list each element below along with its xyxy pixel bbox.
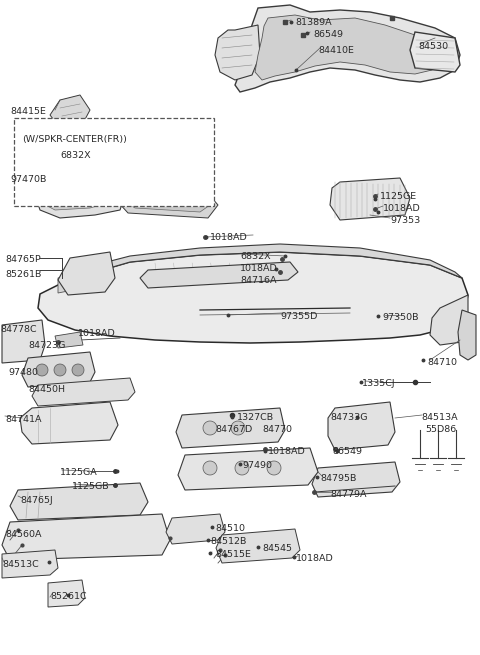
Text: 84741A: 84741A (5, 415, 41, 424)
Circle shape (231, 421, 245, 435)
Polygon shape (58, 275, 73, 293)
Polygon shape (312, 462, 400, 497)
Polygon shape (75, 168, 115, 178)
Polygon shape (38, 252, 468, 343)
Polygon shape (430, 295, 468, 345)
Polygon shape (126, 192, 210, 212)
Polygon shape (255, 15, 440, 80)
Polygon shape (118, 185, 218, 218)
Text: 84779A: 84779A (330, 490, 367, 499)
Text: 84530: 84530 (418, 42, 448, 51)
Text: 84716A: 84716A (240, 276, 276, 285)
Circle shape (72, 364, 84, 376)
Polygon shape (235, 5, 460, 92)
Circle shape (203, 421, 217, 435)
Text: 1125GE: 1125GE (380, 192, 417, 201)
Text: 84415E: 84415E (10, 107, 46, 116)
Circle shape (235, 461, 249, 475)
Text: (W/SPKR-CENTER(FR)): (W/SPKR-CENTER(FR)) (22, 135, 127, 144)
Text: 85261B: 85261B (5, 270, 41, 279)
Polygon shape (330, 178, 410, 220)
Polygon shape (215, 25, 260, 80)
Polygon shape (80, 161, 110, 168)
Polygon shape (50, 95, 90, 128)
Polygon shape (2, 320, 45, 363)
Text: 1018AD: 1018AD (268, 447, 306, 456)
Text: 84513A: 84513A (421, 413, 457, 422)
Polygon shape (176, 408, 285, 448)
Text: 84450H: 84450H (28, 385, 65, 394)
Text: 6832X: 6832X (60, 151, 91, 160)
Text: 84765P: 84765P (5, 255, 41, 264)
Circle shape (54, 364, 66, 376)
Polygon shape (2, 514, 170, 560)
Polygon shape (140, 262, 298, 288)
Text: 84545: 84545 (262, 544, 292, 553)
Text: 84510: 84510 (215, 524, 245, 533)
Text: 85261C: 85261C (50, 592, 86, 601)
Circle shape (203, 461, 217, 475)
Text: 86549: 86549 (313, 30, 343, 39)
Text: 6832X: 6832X (240, 252, 271, 261)
Text: 84410E: 84410E (318, 46, 354, 55)
Text: 55D86: 55D86 (425, 425, 456, 434)
Polygon shape (35, 172, 125, 218)
Polygon shape (58, 252, 115, 295)
Polygon shape (10, 483, 148, 520)
Bar (14, 118, 214, 206)
Text: 84733G: 84733G (330, 413, 368, 422)
Text: 1018AD: 1018AD (210, 233, 248, 242)
Text: 84513C: 84513C (2, 560, 39, 569)
Text: 97490: 97490 (242, 461, 272, 470)
Text: 97350B: 97350B (382, 313, 419, 322)
Polygon shape (22, 352, 95, 387)
Text: 84778C: 84778C (0, 325, 36, 334)
Polygon shape (72, 258, 108, 278)
Text: 84560A: 84560A (5, 530, 41, 539)
Polygon shape (55, 332, 83, 348)
Text: 1018AD: 1018AD (383, 204, 421, 213)
Polygon shape (178, 448, 318, 490)
Text: 84765J: 84765J (20, 496, 53, 505)
Text: 1125GA: 1125GA (60, 468, 98, 477)
Polygon shape (48, 580, 85, 607)
Text: 97353: 97353 (390, 216, 420, 225)
Text: 84723G: 84723G (28, 341, 65, 350)
Text: 97470B: 97470B (10, 175, 47, 184)
Text: 1018AD: 1018AD (240, 264, 278, 273)
Text: 84512B: 84512B (210, 537, 246, 546)
Circle shape (267, 461, 281, 475)
Polygon shape (68, 244, 462, 280)
Polygon shape (166, 514, 225, 544)
Polygon shape (20, 402, 118, 444)
Text: 84515E: 84515E (215, 550, 251, 559)
Circle shape (36, 364, 48, 376)
Text: 84767D: 84767D (215, 425, 252, 434)
Text: 81389A: 81389A (295, 18, 332, 27)
Text: 1335CJ: 1335CJ (362, 379, 396, 388)
Text: 84770: 84770 (262, 425, 292, 434)
Text: 97355D: 97355D (280, 312, 317, 321)
Polygon shape (328, 402, 395, 450)
Text: 97480: 97480 (8, 368, 38, 377)
Text: 1018AD: 1018AD (78, 329, 116, 338)
Text: 84795B: 84795B (320, 474, 356, 483)
Polygon shape (410, 32, 460, 72)
Text: 1327CB: 1327CB (237, 413, 274, 422)
Text: 1018AD: 1018AD (296, 554, 334, 563)
Polygon shape (458, 310, 476, 360)
Polygon shape (38, 180, 118, 210)
Polygon shape (32, 378, 135, 406)
Polygon shape (216, 529, 300, 563)
Polygon shape (2, 550, 58, 578)
Text: 86549: 86549 (332, 447, 362, 456)
Text: 84710: 84710 (427, 358, 457, 367)
Text: 1125GB: 1125GB (72, 482, 109, 491)
